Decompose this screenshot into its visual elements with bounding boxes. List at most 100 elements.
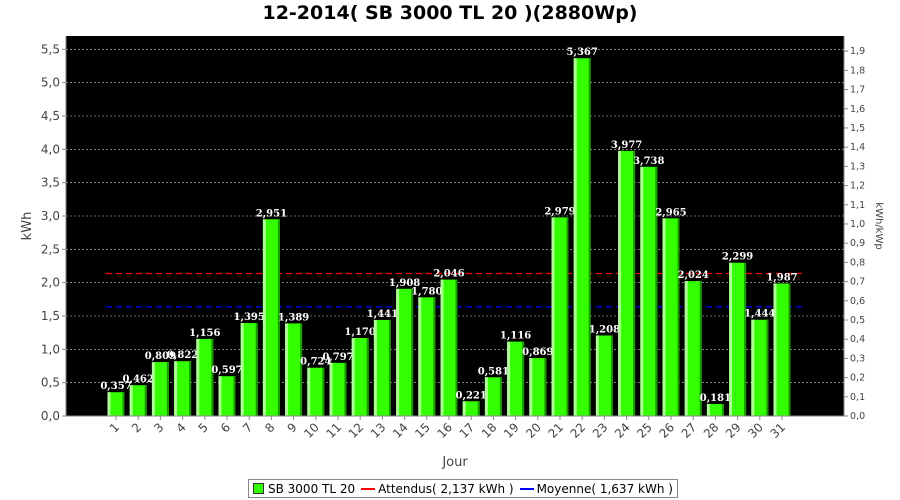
bar-shade — [499, 377, 502, 416]
bar-highlight — [618, 150, 622, 416]
y2-tick-label: 0,0 — [850, 411, 865, 422]
bar-highlight — [107, 392, 111, 416]
y-tick-label: 3,0 — [41, 209, 60, 223]
y2-tick-label: 1,6 — [850, 104, 865, 115]
x-tick-label: 18 — [479, 420, 500, 441]
bar-value-label: 0,221 — [456, 390, 487, 401]
bar-shade — [566, 217, 569, 416]
bar-highlight — [551, 217, 555, 416]
bar-value-label: 0,797 — [322, 352, 353, 363]
y2-tick-label: 0,9 — [850, 238, 865, 249]
bar-highlight — [285, 323, 289, 416]
bar — [751, 319, 769, 416]
bar — [773, 283, 791, 416]
bar-value-label: 1,116 — [500, 331, 531, 342]
x-tick-label: 12 — [346, 420, 367, 441]
y2-tick-label: 1,7 — [850, 85, 865, 96]
x-tick-label: 16 — [434, 420, 455, 441]
bar-highlight — [396, 288, 400, 416]
bar — [196, 338, 214, 416]
y-tick-label: 1,5 — [41, 309, 60, 323]
bar-highlight — [462, 401, 466, 416]
bar-value-label: 0,822 — [167, 350, 198, 361]
x-tick-label: 29 — [723, 420, 744, 441]
bar-highlight — [640, 166, 644, 416]
bar-highlight — [218, 376, 222, 416]
legend-item-average: Moyenne( 1,637 kWh ) — [519, 481, 673, 496]
x-tick-label: 5 — [196, 420, 211, 435]
y2-tick-label: 0,5 — [850, 315, 865, 326]
bar-value-label: 1,389 — [278, 312, 309, 323]
x-tick-label: 1 — [107, 420, 122, 435]
bar-shade — [544, 358, 547, 416]
x-tick-label: 9 — [284, 420, 299, 435]
bar — [573, 58, 591, 416]
bar-highlight — [307, 367, 311, 416]
x-tick-label: 21 — [545, 420, 566, 441]
y-tick-label: 5,0 — [41, 76, 60, 90]
legend-expected-label: Attendus( 2,137 kWh ) — [378, 481, 514, 496]
legend-average-label: Moyenne( 1,637 kWh ) — [536, 481, 673, 496]
bar — [640, 166, 658, 416]
y2-tick-label: 0,1 — [850, 392, 865, 403]
y2-tick-label: 1,5 — [850, 123, 865, 134]
y-tick-label: 1,0 — [41, 342, 60, 356]
y2-axis-label: kWh/kWp — [873, 202, 884, 249]
bar-shade — [766, 319, 769, 416]
bar-value-label: 0,597 — [211, 365, 242, 376]
bar-highlight — [373, 319, 377, 416]
x-tick-label: 30 — [745, 420, 766, 441]
bar-shade — [322, 367, 325, 416]
y-tick-label: 2,0 — [41, 276, 60, 290]
bar-value-label: 2,965 — [655, 207, 686, 218]
bar-value-label: 5,367 — [567, 47, 598, 58]
bar — [351, 338, 369, 416]
y2-tick-label: 1,4 — [850, 142, 865, 153]
y-axis-label: kWh — [20, 212, 35, 241]
bar-highlight — [507, 341, 511, 416]
bar-shade — [122, 392, 125, 416]
legend-average-swatch — [519, 487, 534, 490]
bar-shade — [588, 58, 591, 416]
y-tick-label: 4,0 — [41, 142, 60, 156]
bar-value-label: 2,951 — [256, 208, 287, 219]
bar-value-label: 1,441 — [367, 309, 398, 320]
bar-value-label: 1,156 — [189, 328, 220, 339]
x-tick-label: 23 — [590, 420, 611, 441]
bar — [706, 403, 724, 416]
bar — [529, 358, 547, 416]
bar — [285, 323, 303, 416]
bar — [462, 401, 480, 416]
y-tick-label: 4,5 — [41, 109, 60, 123]
x-tick-label: 22 — [568, 420, 589, 441]
y2-tick-label: 1,0 — [850, 219, 865, 230]
bar-shade — [677, 218, 680, 416]
bar-shade — [455, 279, 458, 416]
bar-value-label: 2,299 — [722, 252, 753, 263]
bar — [307, 367, 325, 416]
x-tick-label: 7 — [240, 420, 255, 435]
bar-highlight — [773, 283, 777, 416]
bar-highlight — [573, 58, 577, 416]
x-tick-label: 17 — [457, 420, 478, 441]
bar-value-label: 1,987 — [766, 273, 797, 284]
bar-shade — [633, 150, 636, 416]
y2-tick-label: 1,8 — [850, 65, 865, 76]
bar-value-label: 0,809 — [145, 351, 176, 362]
bar-value-label: 0,581 — [478, 366, 509, 377]
bar-highlight — [440, 279, 444, 416]
y2-tick-label: 0,2 — [850, 373, 865, 384]
x-tick-label: 27 — [679, 420, 700, 441]
bar-shade — [655, 166, 658, 416]
bar-highlight — [151, 362, 155, 416]
x-tick-label: 6 — [218, 420, 233, 435]
axis-layer: 0,0 0,5 1,0 1,5 2,0 2,5 3,0 3,5 4,0 4,5 5,0 5,5 0,0 0… — [41, 36, 865, 441]
bar-shade — [411, 288, 414, 416]
y2-tick-label: 1,9 — [850, 46, 865, 57]
bar-shade — [189, 361, 192, 416]
bar — [729, 262, 747, 416]
bar-highlight — [751, 319, 755, 416]
x-tick-label: 31 — [767, 420, 788, 441]
x-tick-label: 4 — [173, 420, 188, 435]
